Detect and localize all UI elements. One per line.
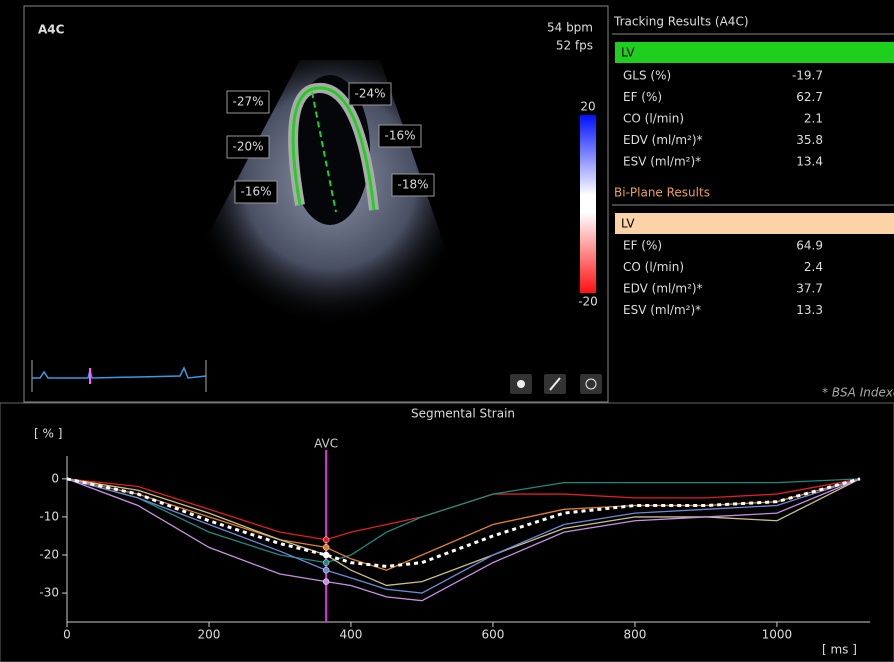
avc-marker [323,567,329,573]
segment-label: -20% [232,140,263,154]
tracking-header: LV [621,46,635,60]
result-value: 2.1 [804,112,823,126]
page: {"ultrasound": {"view": "A4C", "heart_ra… [0,0,894,662]
segment-label: -27% [232,95,263,109]
y-tick-label: 0 [51,471,59,485]
frame-rate: 52 fps [556,39,593,53]
result-label: EDV (ml/m²)* [623,282,703,296]
x-tick-label: 200 [198,628,221,642]
result-label: EDV (ml/m²)* [623,133,703,147]
x-tick-label: 800 [623,628,646,642]
result-label: ESV (ml/m²)* [623,303,701,317]
result-label: GLS (%) [623,69,671,83]
tracking-header-bar [615,42,894,63]
segment-label: -16% [384,129,415,143]
x-axis-label: [ ms ] [822,643,857,657]
result-value: 35.8 [796,133,823,147]
chart-title: Segmental Strain [411,407,515,421]
tracking-title: Tracking Results (A4C) [613,15,749,29]
x-tick-label: 1000 [762,628,793,642]
segment-label: -24% [354,87,385,101]
footnote: * BSA Indexed [822,386,894,400]
avc-label: AVC [314,437,338,451]
scale-max: 20 [580,100,595,114]
avc-marker [323,552,329,558]
view-label: A4C [38,23,65,37]
result-label: ESV (ml/m²)* [623,155,701,169]
avc-marker [323,579,329,585]
result-label: EF (%) [623,90,662,104]
segment-label: -16% [240,185,271,199]
eye-icon [517,380,525,388]
result-value: 13.4 [796,155,823,169]
y-axis-label: [ % ] [34,427,62,441]
result-value: 37.7 [796,282,823,296]
result-label: CO (l/min) [623,260,684,274]
settings-button[interactable] [580,374,602,394]
result-value: 64.9 [796,239,823,253]
y-tick-label: -20 [39,547,59,561]
y-tick-label: -30 [39,586,59,600]
scale-min: -20 [578,295,598,309]
avc-marker [323,544,329,550]
x-tick-label: 600 [482,628,505,642]
result-label: CO (l/min) [623,112,684,126]
avc-marker [323,560,329,566]
biplane-title: Bi-Plane Results [614,186,710,200]
avc-marker [323,537,329,543]
result-value: 2.4 [804,260,823,274]
x-tick-label: 0 [63,628,71,642]
result-value: 62.7 [796,90,823,104]
chart-panel [0,403,894,662]
biplane-header-bar [615,213,894,234]
result-value: -19.7 [792,69,823,83]
x-tick-label: 400 [340,628,363,642]
screen: A4C 54 bpm 52 fps 20 -20 Tracking Result… [0,0,894,662]
y-tick-label: -10 [39,509,59,523]
heart-rate: 54 bpm [547,21,593,35]
biplane-header: LV [621,217,635,231]
segment-label: -18% [397,178,428,192]
color-scale [580,115,596,293]
result-label: EF (%) [623,239,662,253]
result-value: 13.3 [796,303,823,317]
